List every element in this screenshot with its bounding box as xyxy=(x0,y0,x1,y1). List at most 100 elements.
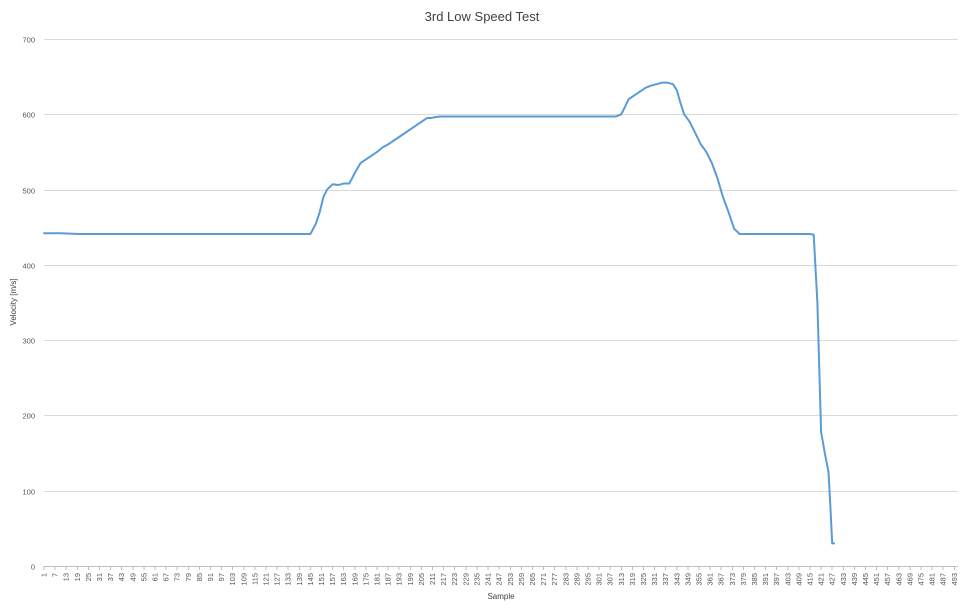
x-tick-label: 349 xyxy=(683,573,692,586)
x-tick-label: 217 xyxy=(439,573,448,586)
x-tick-label: 211 xyxy=(428,573,437,585)
x-tick-label: 463 xyxy=(894,573,903,586)
x-tick-label: 457 xyxy=(883,573,892,586)
x-tick-label: 415 xyxy=(805,573,814,586)
y-axis-ticks: 0 100 200 300 400 500 600 700 xyxy=(22,36,35,572)
y-tick-label: 200 xyxy=(22,412,35,421)
x-tick-label: 469 xyxy=(905,573,914,586)
x-tick-label: 19 xyxy=(73,573,82,581)
x-tick-label: 409 xyxy=(794,573,803,586)
x-tick-label: 355 xyxy=(694,573,703,586)
x-tick-label: 241 xyxy=(484,573,493,586)
x-tick-label: 301 xyxy=(595,573,604,586)
x-tick-label: 361 xyxy=(706,573,715,586)
x-tick-label: 97 xyxy=(217,573,226,581)
x-tick-label: 205 xyxy=(417,573,426,586)
chart-title: 3rd Low Speed Test xyxy=(425,9,540,24)
x-tick-label: 187 xyxy=(384,573,393,586)
x-tick-label: 1 xyxy=(40,573,49,577)
x-tick-label: 109 xyxy=(239,573,248,586)
x-tick-label: 67 xyxy=(162,573,171,581)
x-tick-label: 379 xyxy=(739,573,748,586)
x-tick-label: 121 xyxy=(262,573,271,586)
y-tick-label: 0 xyxy=(31,563,35,572)
x-tick-label: 133 xyxy=(284,573,293,586)
y-tick-label: 100 xyxy=(22,488,35,497)
x-tick-label: 325 xyxy=(639,573,648,586)
x-tick-label: 55 xyxy=(139,573,148,581)
x-tick-label: 403 xyxy=(783,573,792,586)
x-tick-label: 199 xyxy=(406,573,415,586)
x-tick-label: 277 xyxy=(550,573,559,586)
x-tick-label: 289 xyxy=(572,573,581,586)
x-tick-label: 79 xyxy=(184,573,193,581)
x-tick-label: 295 xyxy=(583,573,592,586)
x-tick-label: 13 xyxy=(62,573,71,581)
x-tick-label: 343 xyxy=(672,573,681,586)
x-tick-label: 319 xyxy=(628,573,637,586)
x-tick-label: 229 xyxy=(461,573,470,586)
series-line-0 xyxy=(43,81,836,545)
y-tick-label: 400 xyxy=(22,262,35,271)
x-tick-label: 397 xyxy=(772,573,781,586)
x-tick-label: 271 xyxy=(539,573,548,586)
x-tick-label: 169 xyxy=(350,573,359,586)
x-tick-label: 103 xyxy=(228,573,237,586)
x-tick-label: 37 xyxy=(106,573,115,581)
x-tick-label: 145 xyxy=(306,573,315,586)
x-tick-label: 439 xyxy=(850,573,859,586)
x-tick-label: 475 xyxy=(916,573,925,586)
x-tick-label: 421 xyxy=(817,573,826,586)
x-tick-label: 139 xyxy=(295,573,304,586)
x-tick-label: 151 xyxy=(317,573,326,586)
x-tick-label: 193 xyxy=(395,573,404,586)
y-tick-label: 500 xyxy=(22,187,35,196)
x-tick-label: 445 xyxy=(861,573,870,586)
x-tick-label: 85 xyxy=(195,573,204,581)
y-tick-label: 300 xyxy=(22,337,35,346)
x-tick-label: 43 xyxy=(117,573,126,581)
x-tick-label: 307 xyxy=(606,573,615,586)
x-tick-label: 265 xyxy=(528,573,537,586)
y-tick-label: 600 xyxy=(22,111,35,120)
x-tick-label: 313 xyxy=(617,573,626,586)
x-tick-label: 223 xyxy=(450,573,459,586)
x-tick-label: 235 xyxy=(472,573,481,586)
x-tick-label: 385 xyxy=(750,573,759,586)
x-tick-label: 157 xyxy=(328,573,337,586)
x-tick-label: 247 xyxy=(495,573,504,586)
x-tick-label: 253 xyxy=(506,573,515,586)
x-tick-label: 367 xyxy=(717,573,726,586)
x-tick-label: 259 xyxy=(517,573,526,586)
x-axis-ticks: 1 7 13 19 25 31 37 43 49 55 61 67 73 79 85 91 97 103 109 11… xyxy=(40,566,959,586)
x-tick-label: 373 xyxy=(728,573,737,586)
x-tick-label: 331 xyxy=(650,573,659,586)
x-tick-label: 127 xyxy=(273,573,282,586)
y-axis-label: Velocity [m/s] xyxy=(9,278,18,325)
x-tick-label: 175 xyxy=(361,573,370,586)
x-tick-label: 427 xyxy=(828,573,837,586)
x-tick-label: 391 xyxy=(761,573,770,586)
x-tick-label: 493 xyxy=(950,573,959,586)
x-tick-label: 31 xyxy=(95,573,104,581)
x-tick-label: 49 xyxy=(128,573,137,581)
gridlines xyxy=(44,39,958,567)
x-tick-label: 481 xyxy=(928,573,937,586)
x-tick-label: 181 xyxy=(373,573,382,586)
x-tick-label: 91 xyxy=(206,573,215,581)
x-tick-label: 451 xyxy=(872,573,881,586)
x-tick-label: 283 xyxy=(561,573,570,586)
x-tick-label: 433 xyxy=(839,573,848,586)
series-layer xyxy=(43,81,836,545)
x-tick-label: 73 xyxy=(173,573,182,581)
x-tick-label: 487 xyxy=(939,573,948,586)
x-tick-label: 163 xyxy=(339,573,348,586)
y-tick-label: 700 xyxy=(22,36,35,45)
x-tick-label: 7 xyxy=(51,573,60,577)
x-axis-label: Sample xyxy=(487,592,515,601)
x-tick-label: 337 xyxy=(661,573,670,586)
x-tick-label: 115 xyxy=(250,573,259,585)
x-tick-label: 61 xyxy=(151,573,160,581)
x-tick-label: 25 xyxy=(84,573,93,581)
